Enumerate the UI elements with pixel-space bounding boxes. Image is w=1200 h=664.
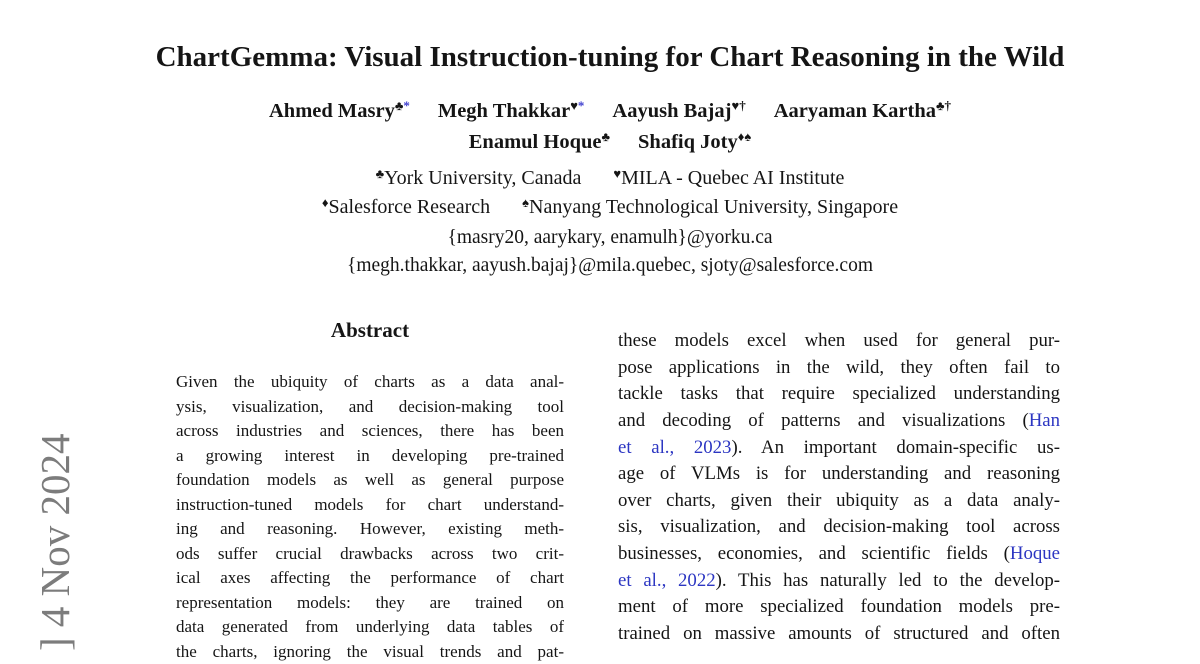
citation-link[interactable]: et al., 2023 — [618, 437, 731, 458]
author-affiliation-marker: † — [739, 98, 746, 113]
arxiv-date-watermark: ] 4 Nov 2024 — [28, 379, 82, 651]
author-name: Aayush Bajaj♥† — [612, 100, 745, 122]
abstract-line: foundation models as well as general pur… — [176, 468, 564, 493]
affiliation-row: ♣York University, Canada ♥MILA - Quebec A… — [20, 164, 1200, 194]
abstract-line: instruction-tuned models for chart under… — [176, 493, 564, 518]
author-name: Ahmed Masry♣* — [269, 100, 410, 122]
abstract-line: a growing interest in developing pre-tra… — [176, 444, 564, 469]
equal-contribution-star: * — [403, 98, 410, 113]
body-text: age of VLMs is for understanding and rea… — [618, 463, 1060, 484]
body-line: these models excel when used for general… — [618, 328, 1060, 355]
author-affiliation-marker: ♣ — [936, 98, 945, 113]
author-affiliation-marker: ♣ — [601, 129, 610, 144]
body-line: and decoding of patterns and visualizati… — [618, 408, 1060, 435]
author-affiliation-marker: ♠ — [744, 129, 751, 144]
body-text: sis, visualization, and decision-making … — [618, 516, 1060, 537]
body-text: tackle tasks that require specialized un… — [618, 383, 1060, 404]
author-name: Aaryaman Kartha♣† — [774, 100, 951, 122]
affiliation-item: ♣York University, Canada — [376, 167, 582, 189]
paper-title: ChartGemma: Visual Instruction-tuning fo… — [20, 40, 1200, 74]
author-name: Megh Thakkar♥* — [438, 100, 585, 122]
abstract-line: across industries and sciences, there ha… — [176, 419, 564, 444]
body-line: over charts, given their ubiquity as a d… — [618, 488, 1060, 515]
affiliation-row: ♦Salesforce Research ♠Nanyang Technologic… — [20, 193, 1200, 223]
body-text: trained on massive amounts of structured… — [618, 623, 1060, 644]
author-affiliation-marker: † — [945, 98, 952, 113]
body-text: pose applications in the wild, they ofte… — [618, 357, 1060, 378]
body-text: and decoding of patterns and visualizati… — [618, 410, 1029, 431]
citation-link[interactable]: Hoque — [1010, 543, 1060, 564]
abstract-line: ysis, visualization, and decision-making… — [176, 395, 564, 420]
email-line: {masry20, aarykary, enamulh}@yorku.ca — [20, 224, 1200, 251]
affiliation-marker: ♥ — [613, 166, 621, 181]
body-line: ment of more specialized foundation mode… — [618, 594, 1060, 621]
abstract-line: ical axes affecting the performance of c… — [176, 566, 564, 591]
body-line: et al., 2022). This has naturally led to… — [618, 568, 1060, 595]
affiliation-marker: ♣ — [376, 166, 385, 181]
affiliation-marker: ♠ — [522, 195, 529, 210]
body-text: over charts, given their ubiquity as a d… — [618, 490, 1060, 511]
author-name: Enamul Hoque♣ — [469, 131, 610, 153]
body-text: businesses, economies, and scientific fi… — [618, 543, 1010, 564]
citation-link[interactable]: et al., 2022 — [618, 570, 716, 591]
body-line: trained on massive amounts of structured… — [618, 621, 1060, 648]
body-line: age of VLMs is for understanding and rea… — [618, 461, 1060, 488]
authors-row: Ahmed Masry♣* Megh Thakkar♥* Aayush Bajaj♥… — [20, 96, 1200, 128]
abstract-line: ing and reasoning. However, existing met… — [176, 517, 564, 542]
abstract-line: data generated from underlying data tabl… — [176, 615, 564, 640]
affiliation-item: ♦Salesforce Research — [322, 196, 490, 218]
abstract-paragraph: Given the ubiquity of charts as a data a… — [176, 370, 564, 664]
body-line: businesses, economies, and scientific fi… — [618, 541, 1060, 568]
equal-contribution-star: * — [578, 98, 585, 113]
affiliation-item: ♥MILA - Quebec AI Institute — [613, 167, 844, 189]
body-line: sis, visualization, and decision-making … — [618, 514, 1060, 541]
abstract-line: representation models: they are trained … — [176, 591, 564, 616]
affiliation-item: ♠Nanyang Technological University, Singa… — [522, 196, 898, 218]
author-name: Shafiq Joty♦♠ — [638, 131, 751, 153]
abstract-line: Given the ubiquity of charts as a data a… — [176, 370, 564, 395]
abstract-line: ods suffer crucial drawbacks across two … — [176, 542, 564, 567]
body-text: ). An important domain-specific us- — [731, 437, 1060, 458]
authors-row: Enamul Hoque♣ Shafiq Joty♦♠ — [20, 127, 1200, 159]
author-affiliation-marker: ♥ — [570, 98, 578, 113]
citation-link[interactable]: Han — [1029, 410, 1060, 431]
introduction-column: these models excel when used for general… — [618, 328, 1060, 648]
body-line: tackle tasks that require specialized un… — [618, 381, 1060, 408]
body-text: these models excel when used for general… — [618, 330, 1060, 351]
email-line: {megh.thakkar, aayush.bajaj}@mila.quebec… — [20, 252, 1200, 279]
body-text: ment of more specialized foundation mode… — [618, 596, 1060, 617]
affiliation-marker: ♦ — [322, 195, 329, 210]
abstract-heading: Abstract — [176, 318, 564, 343]
body-line: et al., 2023). An important domain-speci… — [618, 435, 1060, 462]
body-line: pose applications in the wild, they ofte… — [618, 355, 1060, 382]
body-text: ). This has naturally led to the develop… — [716, 570, 1060, 591]
abstract-line: the charts, ignoring the visual trends a… — [176, 640, 564, 664]
paper-page: ] 4 Nov 2024 ChartGemma: Visual Instruct… — [0, 0, 1200, 648]
